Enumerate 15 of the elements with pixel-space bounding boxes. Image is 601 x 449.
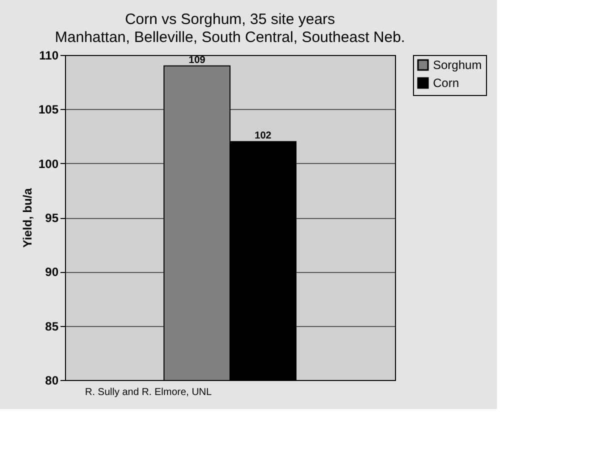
y-tick-label: 110 [39,48,59,62]
y-tick-label: 80 [45,374,59,388]
y-tick-label: 95 [45,211,59,225]
text: R. Sully and R. Elmore, UNL [85,387,212,398]
data-label: 102 [254,130,272,142]
y-tick-label: 85 [45,319,59,334]
chart-title: Corn vs Sorghum, 35 site years [124,11,336,28]
y-tick-label: 105 [38,102,59,117]
chart-subtitle: Manhattan, Belleville, South Central, Southeast Neb. [54,29,406,46]
y-tick-label: 100 [38,156,59,171]
y-tick-label: 90 [45,265,59,280]
y-axis-title: Yield, bu/a [20,188,34,248]
legend-label: Sorghum [433,58,482,72]
legend-label: Corn [433,76,460,90]
data-label: 109 [188,54,206,66]
